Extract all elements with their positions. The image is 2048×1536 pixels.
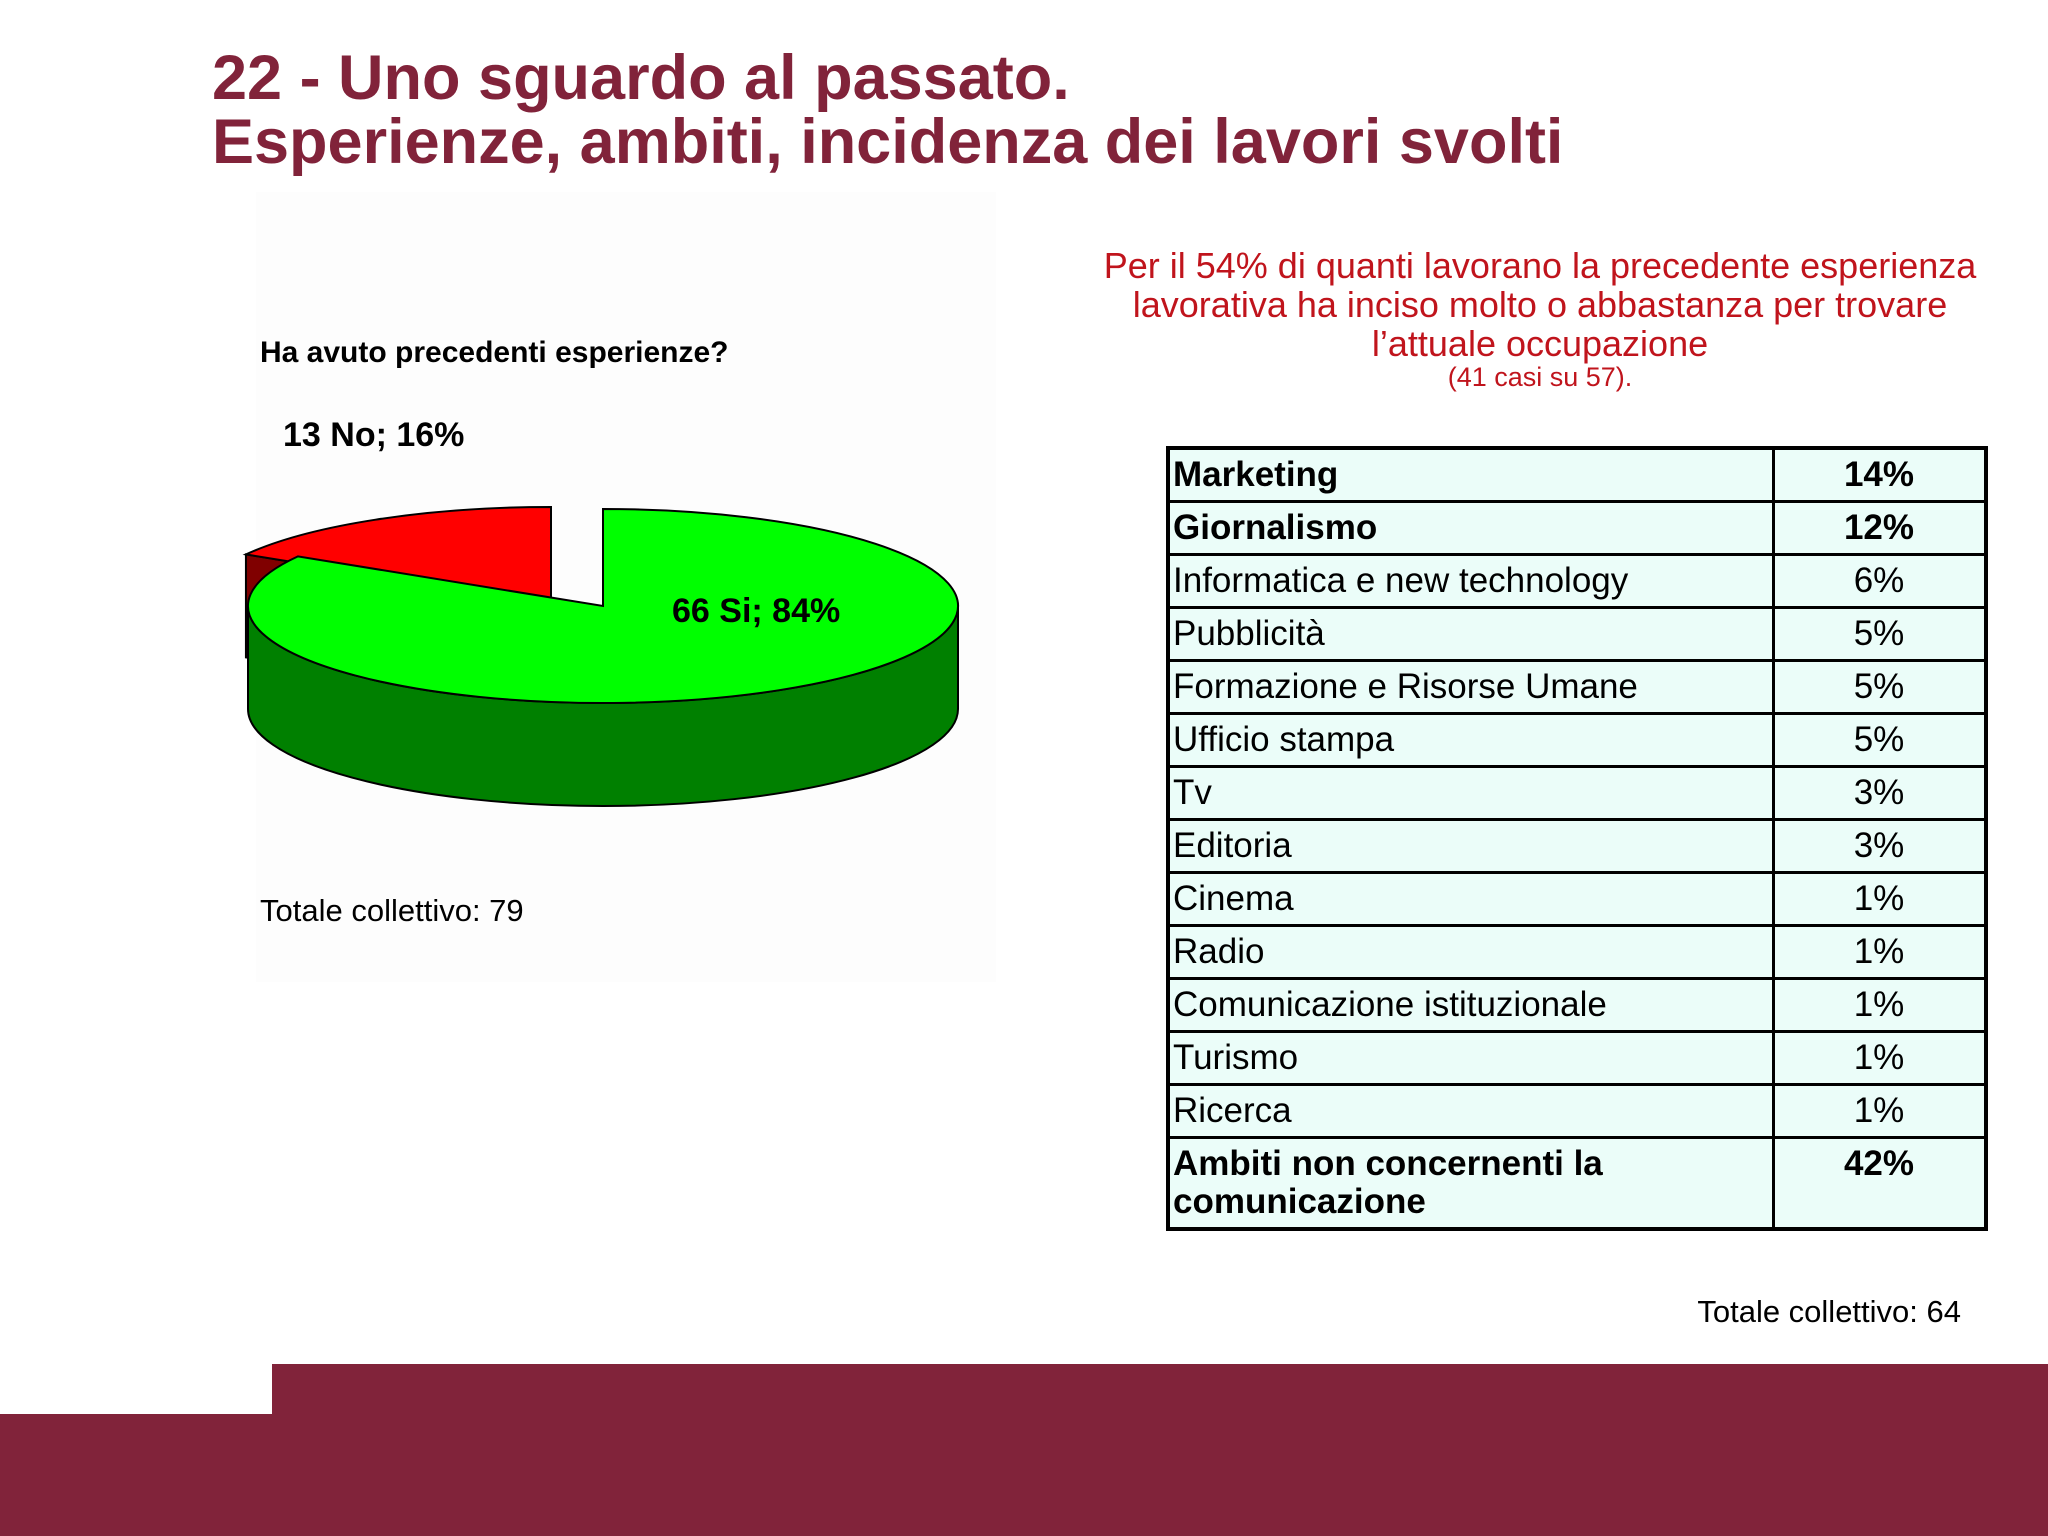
pie-chart-title: Ha avuto precedenti esperienze? xyxy=(260,336,729,369)
sector-percent: 6% xyxy=(1772,553,1988,609)
sector-percent: 1% xyxy=(1772,1083,1988,1139)
sector-name: Ufficio stampa xyxy=(1166,712,1775,768)
sector-percent: 1% xyxy=(1772,924,1988,980)
footer-band-lower xyxy=(0,1414,2048,1536)
sector-name: Informatica e new technology xyxy=(1166,553,1775,609)
table-row: Tv 3% xyxy=(1166,765,1988,821)
table-row: Cinema 1% xyxy=(1166,871,1988,927)
table-row: Ufficio stampa 5% xyxy=(1166,712,1988,768)
sector-percent: 42% xyxy=(1772,1136,1988,1231)
sector-percent: 12% xyxy=(1772,500,1988,556)
table-row: Radio 1% xyxy=(1166,924,1988,980)
sector-percent: 1% xyxy=(1772,1030,1988,1086)
sector-percent: 5% xyxy=(1772,606,1988,662)
sector-percent: 1% xyxy=(1772,871,1988,927)
note-cases: (41 casi su 57). xyxy=(1447,362,1633,392)
sector-name: Radio xyxy=(1166,924,1775,980)
table-row: Formazione e Risorse Umane 5% xyxy=(1166,659,1988,715)
sector-name: Marketing xyxy=(1166,446,1775,503)
sector-name: Turismo xyxy=(1166,1030,1775,1086)
chart-panel xyxy=(256,192,996,982)
pie-total-label: Totale collettivo: 79 xyxy=(260,893,524,928)
sector-percent: 5% xyxy=(1772,659,1988,715)
table-row: Ambiti non concernenti la comunicazione 4… xyxy=(1166,1136,1988,1231)
table-total-label: Totale collettivo: 64 xyxy=(1697,1294,1961,1329)
table-row: Comunicazione istituzionale 1% xyxy=(1166,977,1988,1033)
table-row: Turismo 1% xyxy=(1166,1030,1988,1086)
sector-percent: 5% xyxy=(1772,712,1988,768)
table-row: Ricerca 1% xyxy=(1166,1083,1988,1139)
table-row: Giornalismo 12% xyxy=(1166,500,1988,556)
sector-percent: 3% xyxy=(1772,765,1988,821)
sector-percent: 1% xyxy=(1772,977,1988,1033)
title-line-2: Esperienze, ambiti, incidenza dei lavori… xyxy=(212,107,1564,177)
highlight-note: Per il 54% di quanti lavorano la precede… xyxy=(1100,246,1980,391)
sector-percent: 14% xyxy=(1772,446,1988,503)
note-text: Per il 54% di quanti lavorano la precede… xyxy=(1103,245,1977,364)
table-row: Editoria 3% xyxy=(1166,818,1988,874)
sector-percent: 3% xyxy=(1772,818,1988,874)
sector-name: Tv xyxy=(1166,765,1775,821)
sector-name: Editoria xyxy=(1166,818,1775,874)
sector-name: Giornalismo xyxy=(1166,500,1775,556)
table-row: Pubblicità 5% xyxy=(1166,606,1988,662)
sector-name: Comunicazione istituzionale xyxy=(1166,977,1775,1033)
table-row: Informatica e new technology 6% xyxy=(1166,553,1988,609)
sector-name: Ambiti non concernenti la comunicazione xyxy=(1166,1136,1775,1231)
title-line-1: 22 - Uno sguardo al passato. xyxy=(212,43,1070,113)
sector-name: Formazione e Risorse Umane xyxy=(1166,659,1775,715)
sectors-table: Marketing 14% Giornalismo 12% Informatica e … xyxy=(1166,446,1988,1231)
sector-name: Cinema xyxy=(1166,871,1775,927)
table-row: Marketing 14% xyxy=(1166,446,1988,503)
sector-name: Ricerca xyxy=(1166,1083,1775,1139)
sector-name: Pubblicità xyxy=(1166,606,1775,662)
page-title: 22 - Uno sguardo al passato. Esperienze,… xyxy=(212,46,1563,174)
